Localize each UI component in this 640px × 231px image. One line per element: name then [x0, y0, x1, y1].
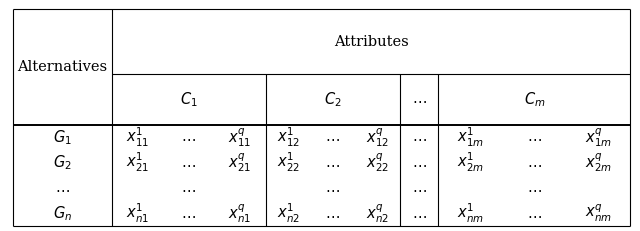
Text: $x^q_{n2}$: $x^q_{n2}$ [366, 202, 389, 225]
Text: $\ldots$: $\ldots$ [325, 131, 340, 144]
Text: $\ldots$: $\ldots$ [412, 181, 427, 195]
Text: $x^q_{11}$: $x^q_{11}$ [228, 126, 252, 149]
Text: $x^1_{n2}$: $x^1_{n2}$ [276, 202, 300, 225]
Text: $\ldots$: $\ldots$ [55, 181, 70, 195]
Text: $x^1_{12}$: $x^1_{12}$ [276, 126, 300, 149]
Text: $\ldots$: $\ldots$ [325, 207, 340, 221]
Text: $C_m$: $C_m$ [524, 90, 545, 109]
Text: $\ldots$: $\ldots$ [527, 181, 542, 195]
Text: $x^q_{nm}$: $x^q_{nm}$ [585, 203, 612, 224]
Text: $C_2$: $C_2$ [324, 90, 342, 109]
Text: $x^1_{1m}$: $x^1_{1m}$ [457, 126, 484, 149]
Text: $\ldots$: $\ldots$ [181, 181, 196, 195]
Text: $\ldots$: $\ldots$ [527, 131, 542, 144]
Text: $x^1_{nm}$: $x^1_{nm}$ [457, 202, 484, 225]
Text: $\ldots$: $\ldots$ [325, 181, 340, 195]
Text: $\ldots$: $\ldots$ [527, 207, 542, 221]
Text: $x^q_{2m}$: $x^q_{2m}$ [585, 152, 612, 174]
Text: $\ldots$: $\ldots$ [527, 156, 542, 170]
Text: $x^1_{21}$: $x^1_{21}$ [126, 151, 149, 174]
Text: $\ldots$: $\ldots$ [325, 156, 340, 170]
Text: $x^1_{n1}$: $x^1_{n1}$ [126, 202, 149, 225]
Text: $C_1$: $C_1$ [180, 90, 198, 109]
Text: Alternatives: Alternatives [17, 60, 108, 74]
Text: Attributes: Attributes [334, 35, 408, 49]
Text: $\ldots$: $\ldots$ [412, 131, 427, 144]
Text: $x^q_{n1}$: $x^q_{n1}$ [228, 202, 252, 225]
Text: $x^q_{1m}$: $x^q_{1m}$ [585, 126, 612, 149]
Text: $\ldots$: $\ldots$ [181, 131, 196, 144]
Text: $G_n$: $G_n$ [53, 204, 72, 223]
Text: $\ldots$: $\ldots$ [181, 156, 196, 170]
Text: $x^1_{2m}$: $x^1_{2m}$ [457, 151, 484, 174]
Text: $\ldots$: $\ldots$ [181, 207, 196, 221]
Text: $x^q_{21}$: $x^q_{21}$ [228, 152, 252, 174]
Text: $x^1_{22}$: $x^1_{22}$ [276, 151, 300, 174]
Text: $G_2$: $G_2$ [53, 154, 72, 172]
Text: $G_1$: $G_1$ [53, 128, 72, 147]
Text: $\ldots$: $\ldots$ [412, 156, 427, 170]
Text: $\ldots$: $\ldots$ [412, 92, 427, 106]
Text: $x^q_{22}$: $x^q_{22}$ [366, 152, 389, 174]
Text: $x^q_{12}$: $x^q_{12}$ [366, 126, 389, 149]
Text: $\ldots$: $\ldots$ [412, 207, 427, 221]
Text: $x^1_{11}$: $x^1_{11}$ [126, 126, 149, 149]
